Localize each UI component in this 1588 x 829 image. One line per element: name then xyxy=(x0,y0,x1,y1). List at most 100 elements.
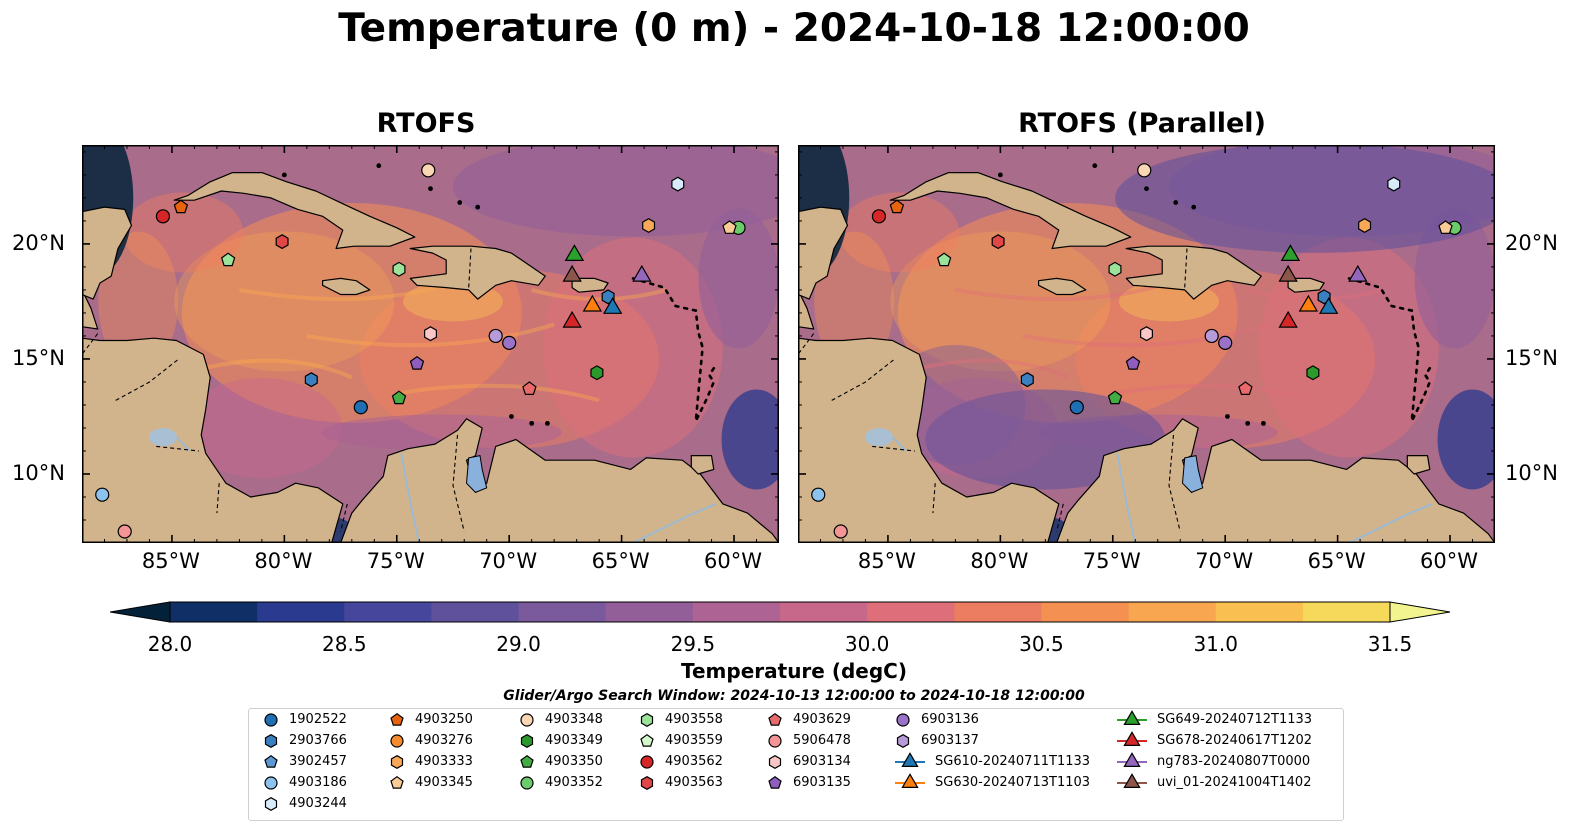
argo-float-marker[interactable] xyxy=(1358,218,1372,233)
glider-marker[interactable] xyxy=(582,294,603,312)
argo-float-marker[interactable] xyxy=(1387,176,1401,192)
legend-marker-shape[interactable] xyxy=(520,734,534,748)
argo-float-marker[interactable] xyxy=(811,487,826,502)
land-southAmerica xyxy=(1056,418,1495,543)
glider-marker[interactable] xyxy=(1318,297,1339,314)
glider-marker[interactable] xyxy=(562,310,582,328)
argo-float-marker[interactable] xyxy=(1204,328,1219,344)
legend-label: ng783-20240807T0000 xyxy=(1157,753,1311,769)
legend-marker xyxy=(1117,752,1147,767)
glider-marker[interactable] xyxy=(564,244,585,262)
legend-marker-shape[interactable] xyxy=(264,754,278,768)
argo-float-marker[interactable] xyxy=(220,252,236,267)
glider-marker[interactable] xyxy=(602,297,623,314)
argo-float-marker[interactable] xyxy=(1108,261,1122,277)
glider-marker[interactable] xyxy=(632,264,652,282)
argo-float-marker[interactable] xyxy=(421,163,436,178)
legend-marker-shape[interactable] xyxy=(390,712,404,726)
argo-float-marker[interactable] xyxy=(424,326,437,342)
legend-marker-shape[interactable] xyxy=(390,755,404,769)
country-border xyxy=(216,483,220,514)
legend-marker-shape[interactable] xyxy=(768,755,782,769)
legend-marker-shape[interactable] xyxy=(640,733,654,747)
legend-marker-shape[interactable] xyxy=(1123,710,1141,725)
argo-float-marker[interactable] xyxy=(590,365,604,381)
argo-float-marker[interactable] xyxy=(304,372,318,388)
colorbar-tick-label: 28.0 xyxy=(147,632,193,656)
colorbar-segment xyxy=(344,602,432,622)
legend-marker-shape[interactable] xyxy=(520,754,534,768)
argo-float-marker[interactable] xyxy=(1218,335,1233,350)
argo-float-marker[interactable] xyxy=(722,220,737,234)
map-panel-rtofs[interactable] xyxy=(82,145,779,543)
legend-marker-shape[interactable] xyxy=(390,775,404,789)
argo-float-marker[interactable] xyxy=(642,218,656,233)
argo-float-marker[interactable] xyxy=(871,209,887,224)
argo-float-marker[interactable] xyxy=(991,234,1005,250)
glider-marker[interactable] xyxy=(562,264,582,282)
glider-marker[interactable] xyxy=(1280,244,1301,262)
argo-float-marker[interactable] xyxy=(1140,326,1153,342)
argo-float-marker[interactable] xyxy=(936,252,952,267)
legend-marker-shape[interactable] xyxy=(520,776,534,790)
legend-marker-shape[interactable] xyxy=(901,773,919,788)
small-island xyxy=(475,204,481,210)
argo-float-marker[interactable] xyxy=(522,381,537,395)
legend-marker-shape[interactable] xyxy=(1123,773,1141,788)
legend-marker xyxy=(390,734,404,748)
argo-float-marker[interactable] xyxy=(1238,381,1253,395)
legend-marker-shape[interactable] xyxy=(264,713,278,727)
legend-marker-shape[interactable] xyxy=(896,734,910,748)
argo-float-marker[interactable] xyxy=(95,487,110,502)
legend-marker-shape[interactable] xyxy=(520,713,534,727)
legend-marker-shape[interactable] xyxy=(768,712,782,726)
legend-item: 4903276 xyxy=(389,730,473,750)
legend-marker-shape[interactable] xyxy=(768,734,782,748)
legend-item: 6903136 xyxy=(895,709,979,729)
argo-float-marker[interactable] xyxy=(889,199,905,214)
legend-marker-shape[interactable] xyxy=(264,734,278,748)
colorbar-tick-label: 31.0 xyxy=(1193,632,1238,656)
argo-float-marker[interactable] xyxy=(502,335,517,350)
legend-marker-shape[interactable] xyxy=(390,734,404,748)
argo-float-marker[interactable] xyxy=(173,199,189,214)
argo-float-marker[interactable] xyxy=(833,524,848,539)
glider-marker[interactable] xyxy=(1348,264,1368,282)
legend-marker-shape[interactable] xyxy=(640,776,654,790)
argo-float-marker[interactable] xyxy=(155,209,171,224)
glider-marker[interactable] xyxy=(1278,264,1298,282)
argo-float-marker[interactable] xyxy=(1020,372,1034,388)
argo-float-marker[interactable] xyxy=(671,176,685,192)
legend-title: Glider/Argo Search Window: 2024-10-13 12… xyxy=(503,688,1085,704)
legend-marker-shape[interactable] xyxy=(768,775,782,789)
legend-marker-shape[interactable] xyxy=(1123,752,1141,767)
argo-float-marker[interactable] xyxy=(1125,355,1141,370)
argo-float-marker[interactable] xyxy=(391,390,407,405)
legend-marker-shape[interactable] xyxy=(640,755,654,769)
legend-marker-shape[interactable] xyxy=(896,713,910,727)
argo-float-marker[interactable] xyxy=(1438,220,1453,234)
glider-marker[interactable] xyxy=(1278,310,1298,328)
argo-float-marker[interactable] xyxy=(1107,390,1123,405)
argo-float-marker[interactable] xyxy=(117,524,132,539)
land-yucatan xyxy=(82,206,133,300)
legend-marker-shape[interactable] xyxy=(264,797,278,811)
legend-marker xyxy=(768,734,782,748)
legend: 1902522 2903766 3902457 4903186 4903244 49032… xyxy=(248,708,1344,821)
argo-float-marker[interactable] xyxy=(392,261,406,277)
country-border xyxy=(872,445,915,452)
legend-marker-shape[interactable] xyxy=(901,752,919,767)
legend-marker-shape[interactable] xyxy=(264,776,278,790)
map-panel-rtofs-parallel[interactable] xyxy=(798,145,1495,543)
legend-item: 6903135 xyxy=(767,772,851,792)
argo-float-marker[interactable] xyxy=(488,328,503,344)
argo-float-marker[interactable] xyxy=(353,400,368,415)
legend-marker-shape[interactable] xyxy=(1123,731,1141,746)
argo-float-marker[interactable] xyxy=(275,234,289,250)
glider-marker[interactable] xyxy=(1298,294,1319,312)
argo-float-marker[interactable] xyxy=(1306,365,1320,381)
legend-marker-shape[interactable] xyxy=(640,713,654,727)
argo-float-marker[interactable] xyxy=(1069,400,1084,415)
argo-float-marker[interactable] xyxy=(409,355,425,370)
argo-float-marker[interactable] xyxy=(1137,163,1152,178)
